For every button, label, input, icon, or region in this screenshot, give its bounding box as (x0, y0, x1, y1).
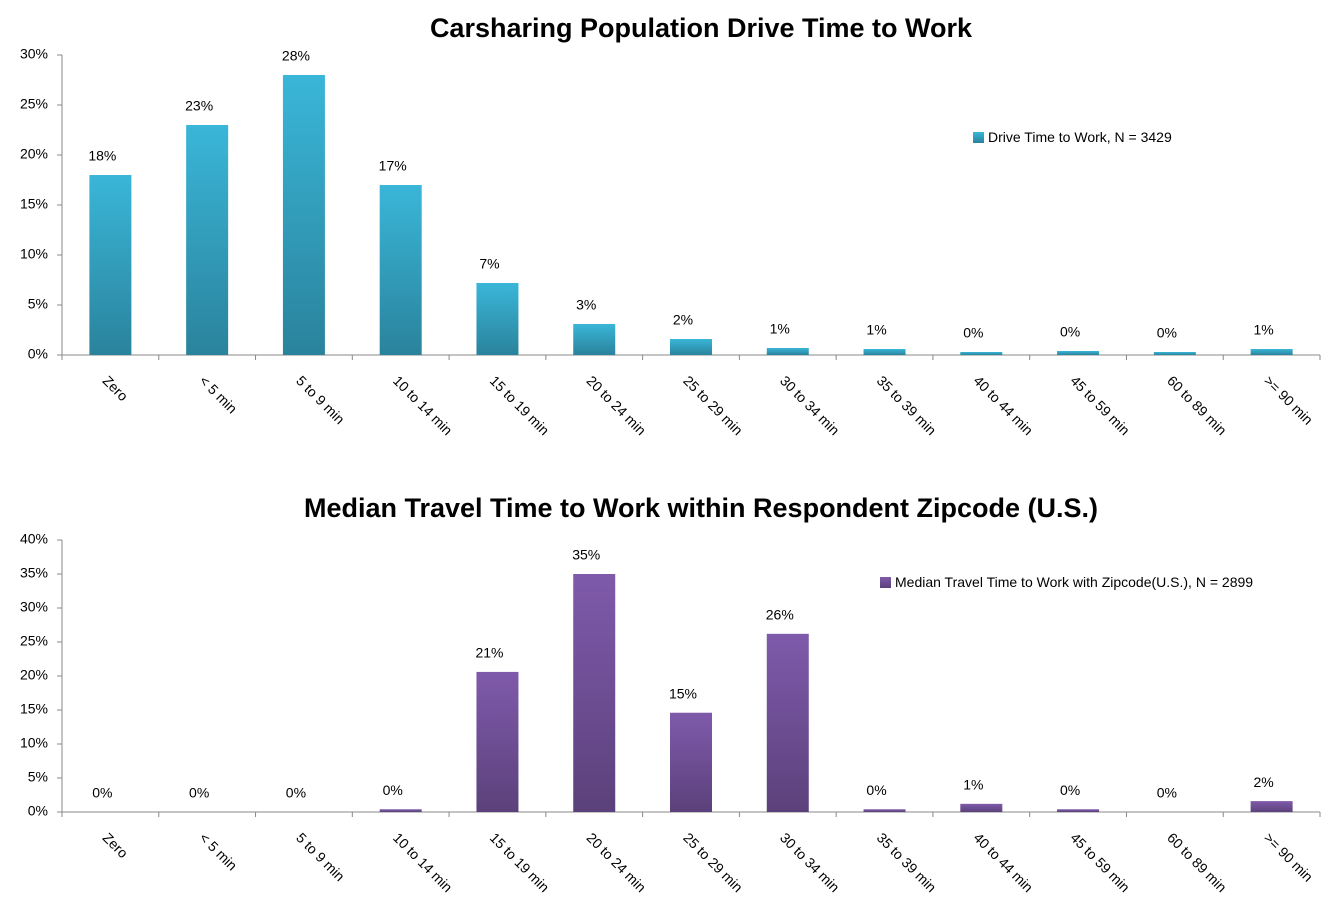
data-label: 0% (963, 325, 983, 341)
bar (1057, 351, 1100, 355)
chart-title: Median Travel Time to Work within Respon… (304, 493, 1098, 523)
data-label: 0% (1157, 325, 1177, 341)
data-label: 0% (1060, 782, 1080, 798)
y-tick-label: 35% (20, 565, 48, 581)
bar (379, 809, 422, 812)
legend-label: Drive Time to Work, N = 3429 (988, 129, 1172, 145)
bar (282, 75, 325, 355)
y-tick-label: 30% (20, 599, 48, 615)
data-label: 0% (383, 782, 403, 798)
bar (379, 185, 422, 355)
bar (960, 803, 1003, 812)
x-tick-label: 35 to 39 min (874, 372, 940, 438)
y-tick-label: 40% (20, 531, 48, 547)
bar (670, 712, 712, 812)
data-label: 0% (1157, 785, 1177, 801)
x-tick-label: >= 90 min (1261, 829, 1316, 884)
x-tick-label: 45 to 59 min (1067, 372, 1133, 438)
x-tick-label: 10 to 14 min (390, 372, 456, 438)
data-label: 2% (1253, 774, 1273, 790)
bar (1250, 349, 1293, 355)
legend-box: Drive Time to Work, N = 3429 (988, 129, 1172, 145)
bar (573, 574, 616, 812)
x-tick-label: Zero (100, 829, 132, 861)
bar (766, 348, 809, 355)
data-label: 0% (92, 785, 112, 801)
x-tick-label: 60 to 89 min (1164, 372, 1230, 438)
x-tick-label: 35 to 39 min (874, 829, 940, 895)
bar (476, 671, 519, 812)
bar (573, 324, 616, 355)
x-tick-label: 5 to 9 min (293, 829, 348, 884)
y-tick-label: 0% (28, 803, 48, 819)
x-tick-label: 15 to 19 min (487, 372, 553, 438)
data-label: 15% (669, 685, 697, 701)
x-tick-label: >= 90 min (1261, 372, 1316, 427)
data-label: 1% (770, 321, 790, 337)
data-label: 0% (189, 785, 209, 801)
data-label: 35% (572, 547, 600, 563)
x-tick-label: 30 to 34 min (777, 372, 843, 438)
bar (1153, 352, 1196, 355)
x-tick-label: 30 to 34 min (777, 829, 843, 895)
data-label: 23% (185, 98, 213, 114)
x-tick-label: 15 to 19 min (487, 829, 553, 895)
y-tick-label: 5% (28, 296, 48, 312)
y-tick-label: 20% (20, 667, 48, 683)
data-label: 1% (963, 777, 983, 793)
data-label: 18% (88, 148, 116, 164)
x-tick-label: < 5 min (196, 372, 240, 416)
data-label: 28% (282, 48, 310, 64)
legend-swatch (973, 132, 984, 143)
bar (863, 809, 906, 812)
x-tick-label: 5 to 9 min (293, 372, 348, 427)
data-label: 26% (766, 607, 794, 623)
y-tick-label: 30% (20, 46, 48, 62)
chart-title: Carsharing Population Drive Time to Work (430, 13, 973, 43)
x-tick-label: 40 to 44 min (971, 829, 1037, 895)
y-tick-label: 25% (20, 96, 48, 112)
x-tick-label: 25 to 29 min (680, 372, 746, 438)
y-tick-label: 15% (20, 701, 48, 717)
bar (89, 175, 132, 355)
data-label: 0% (866, 782, 886, 798)
y-tick-label: 15% (20, 196, 48, 212)
legend-swatch (880, 577, 891, 588)
y-tick-label: 20% (20, 146, 48, 162)
bar (186, 125, 229, 355)
data-label: 1% (1253, 322, 1273, 338)
x-tick-label: 25 to 29 min (680, 829, 746, 895)
bar (1250, 801, 1293, 812)
y-tick-label: 10% (20, 735, 48, 751)
bar (766, 633, 809, 812)
data-label: 7% (479, 256, 499, 272)
bar (960, 352, 1003, 355)
data-label: 3% (576, 297, 596, 313)
legend-box: Median Travel Time to Work with Zipcode(… (895, 574, 1254, 590)
x-tick-label: 40 to 44 min (971, 372, 1037, 438)
bar (670, 339, 712, 355)
data-label: 0% (286, 785, 306, 801)
data-label: 0% (1060, 324, 1080, 340)
x-tick-label: 20 to 24 min (583, 829, 649, 895)
y-tick-label: 10% (20, 246, 48, 262)
data-label: 2% (673, 312, 693, 328)
y-tick-label: 0% (28, 346, 48, 362)
y-tick-label: 25% (20, 633, 48, 649)
x-tick-label: < 5 min (196, 829, 240, 873)
data-label: 17% (379, 158, 407, 174)
x-tick-label: 20 to 24 min (583, 372, 649, 438)
x-tick-label: 60 to 89 min (1164, 829, 1230, 895)
data-label: 1% (866, 322, 886, 338)
bar (1057, 809, 1100, 812)
bar (476, 283, 519, 355)
data-label: 21% (475, 645, 503, 661)
bar (863, 349, 906, 355)
x-tick-label: Zero (100, 372, 132, 404)
legend-label: Median Travel Time to Work with Zipcode(… (895, 574, 1254, 590)
x-tick-label: 10 to 14 min (390, 829, 456, 895)
y-tick-label: 5% (28, 769, 48, 785)
x-tick-label: 45 to 59 min (1067, 829, 1133, 895)
